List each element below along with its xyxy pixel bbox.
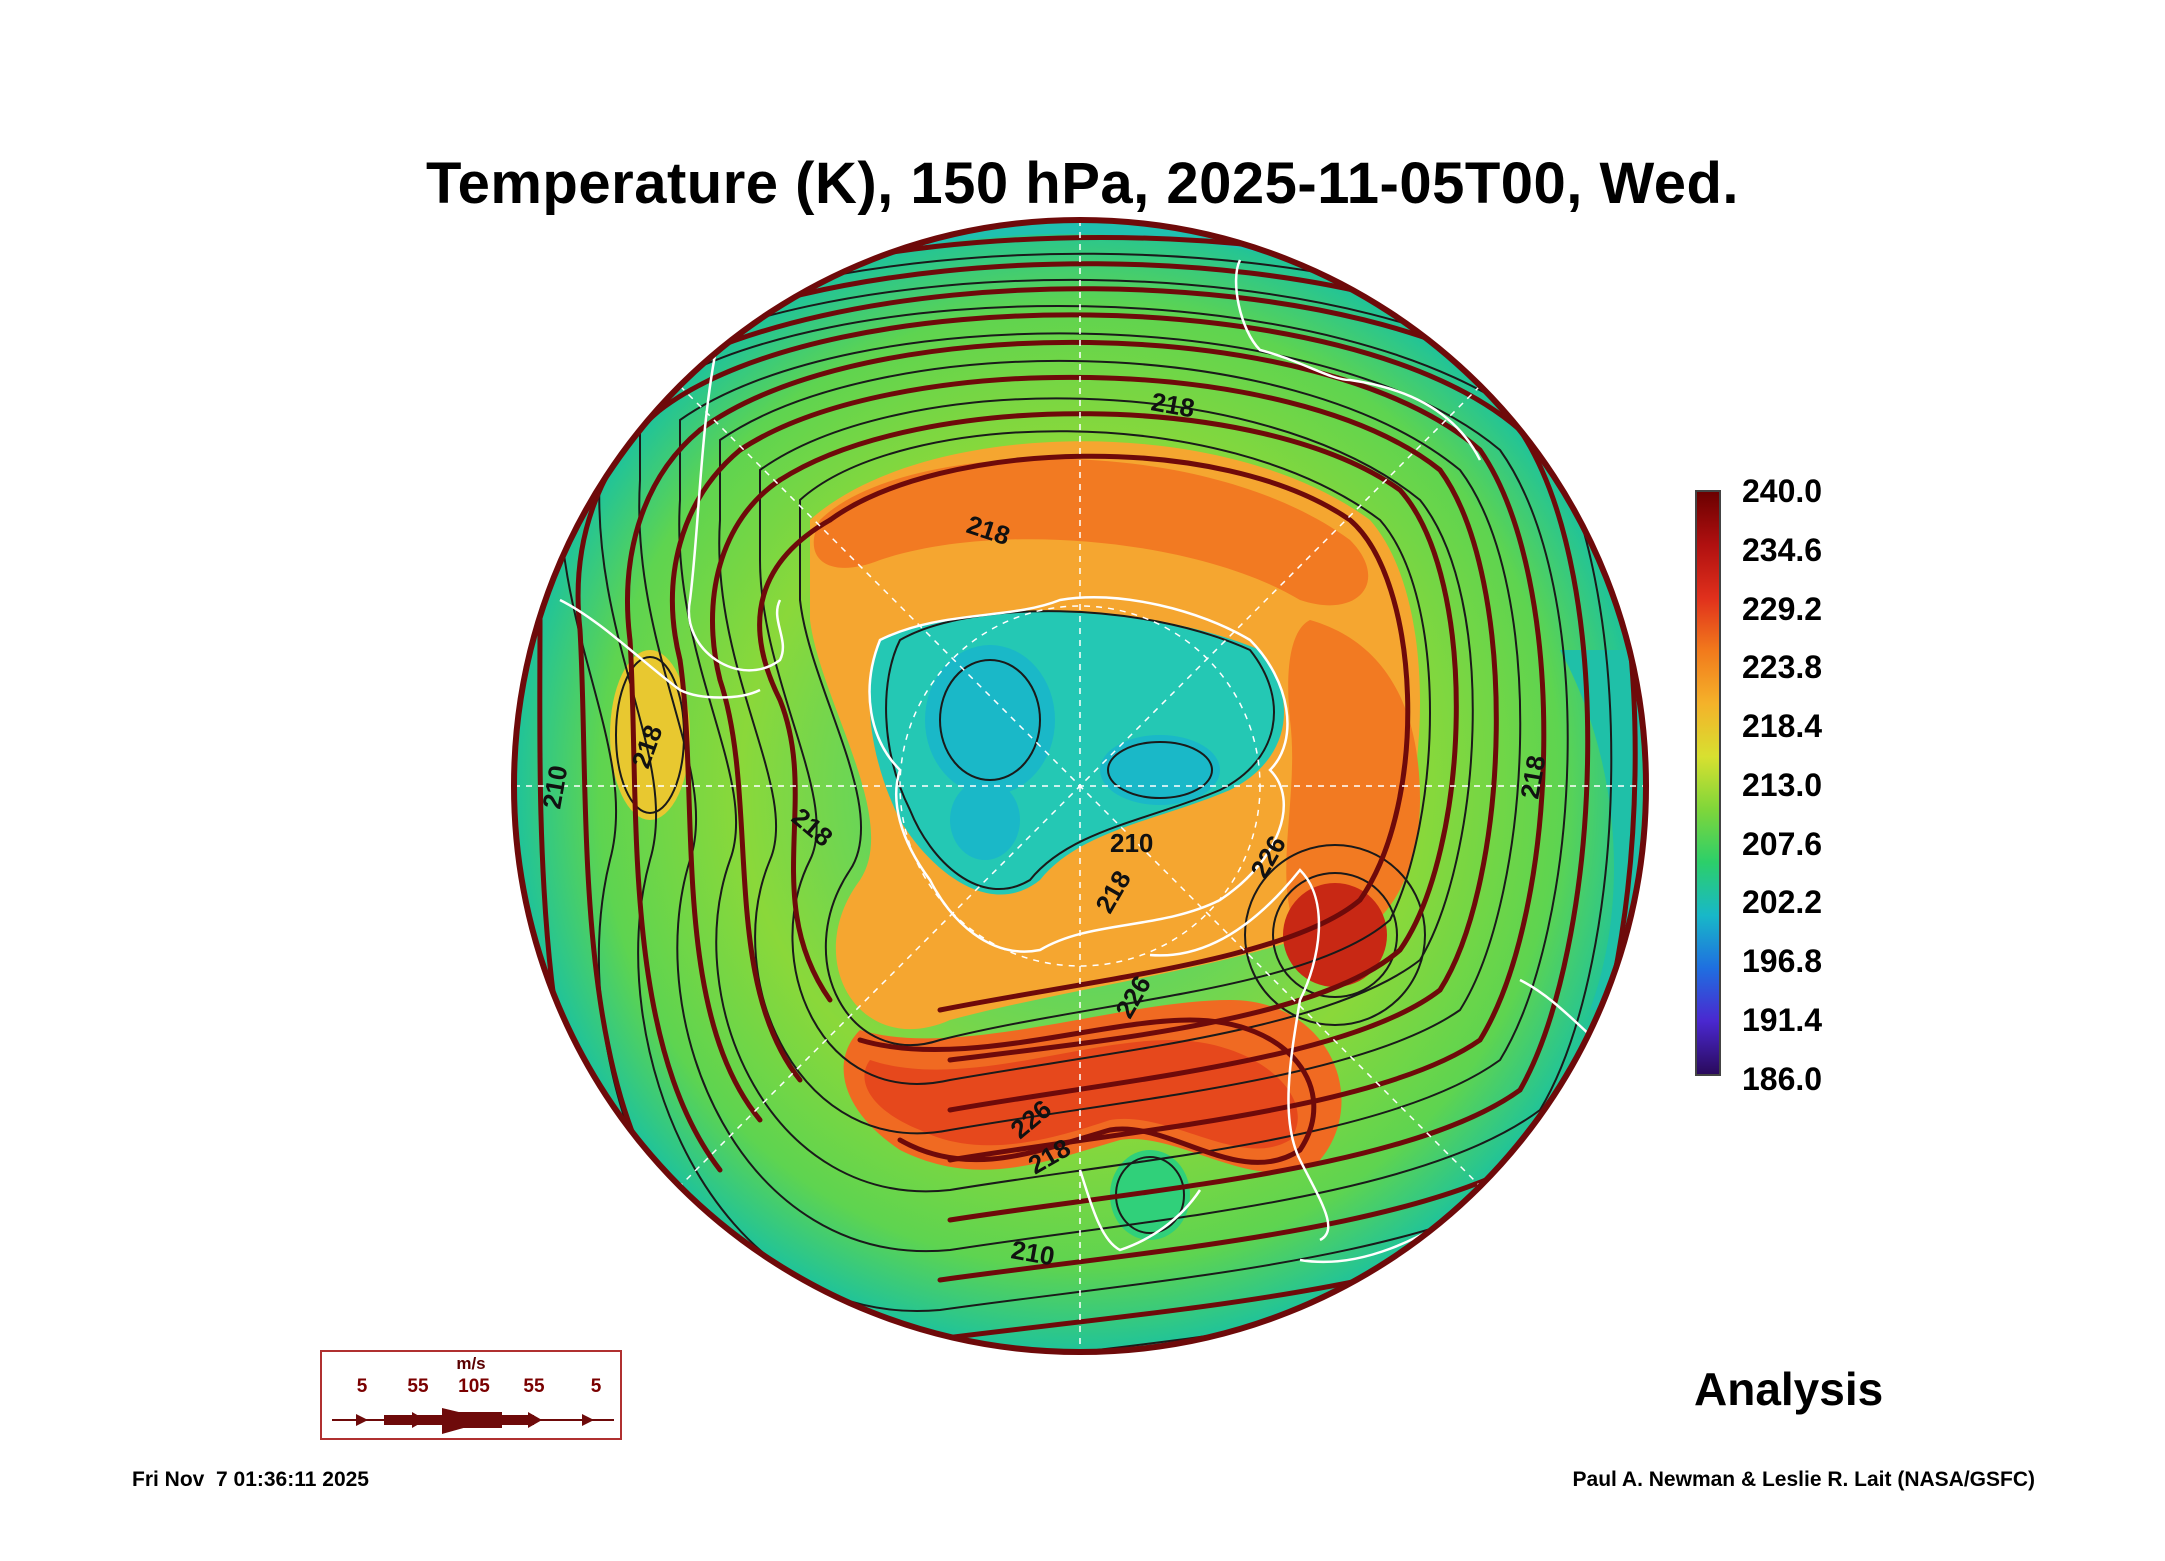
cold-patch-2 (1100, 735, 1220, 805)
colorbar-label: 240.0 (1742, 473, 1823, 509)
cold-patch-south (1110, 1150, 1190, 1240)
wind-legend-value: 55 (407, 1376, 429, 1397)
wind-speed-legend: m/s 5 55 105 55 5 (320, 1350, 622, 1440)
timestamp: Fri Nov 7 01:36:11 2025 (132, 1468, 369, 1491)
contour-label: 210 (536, 763, 573, 811)
wind-legend-unit: m/s (456, 1354, 486, 1373)
lat-lon-grid (514, 220, 1646, 1352)
colorbar-label: 207.6 (1742, 826, 1823, 862)
colorbar (1695, 490, 1721, 1076)
colorbar-labels: 240.0 234.6 229.2 223.8 218.4 213.0 207.… (1742, 473, 1862, 1097)
colorbar-label: 229.2 (1742, 591, 1823, 627)
colorbar-label: 213.0 (1742, 767, 1823, 803)
contour-label: 210 (1009, 1234, 1057, 1271)
contour-label: 218 (1149, 386, 1197, 423)
cold-rim-east (1560, 650, 1640, 1010)
warm-east (1286, 620, 1420, 944)
warm-arc-north (813, 458, 1369, 606)
hot-spot (1283, 883, 1387, 987)
warm-band-inner (864, 1040, 1298, 1149)
colorbar-label: 234.6 (1742, 532, 1823, 568)
credit: Paul A. Newman & Leslie R. Lait (NASA/GS… (1572, 1468, 2035, 1491)
colorbar-label: 196.8 (1742, 943, 1823, 979)
wind-legend-value: 105 (458, 1376, 490, 1397)
wind-legend-value: 5 (590, 1376, 602, 1397)
analysis-label: Analysis (1694, 1363, 1884, 1415)
colorbar-label: 218.4 (1742, 708, 1823, 744)
globe-disc (514, 220, 1646, 1352)
colorbar-label: 186.0 (1742, 1061, 1823, 1097)
wind-legend-arrow (332, 1408, 614, 1434)
colorbar-label: 191.4 (1742, 1002, 1823, 1038)
map-title: Temperature (K), 150 hPa, 2025-11-05T00,… (425, 151, 1740, 216)
wind-legend-value: 55 (523, 1376, 545, 1397)
colorbar-label: 202.2 (1742, 884, 1823, 920)
globe-rim (511, 217, 1649, 1355)
cold-patch-1 (925, 645, 1055, 795)
colorbar-label: 223.8 (1742, 649, 1823, 685)
wind-legend-value: 5 (356, 1376, 368, 1397)
contour-label: 210 (1110, 828, 1153, 858)
contour-label: 218 (1514, 753, 1551, 801)
cold-patch-3 (950, 780, 1020, 860)
